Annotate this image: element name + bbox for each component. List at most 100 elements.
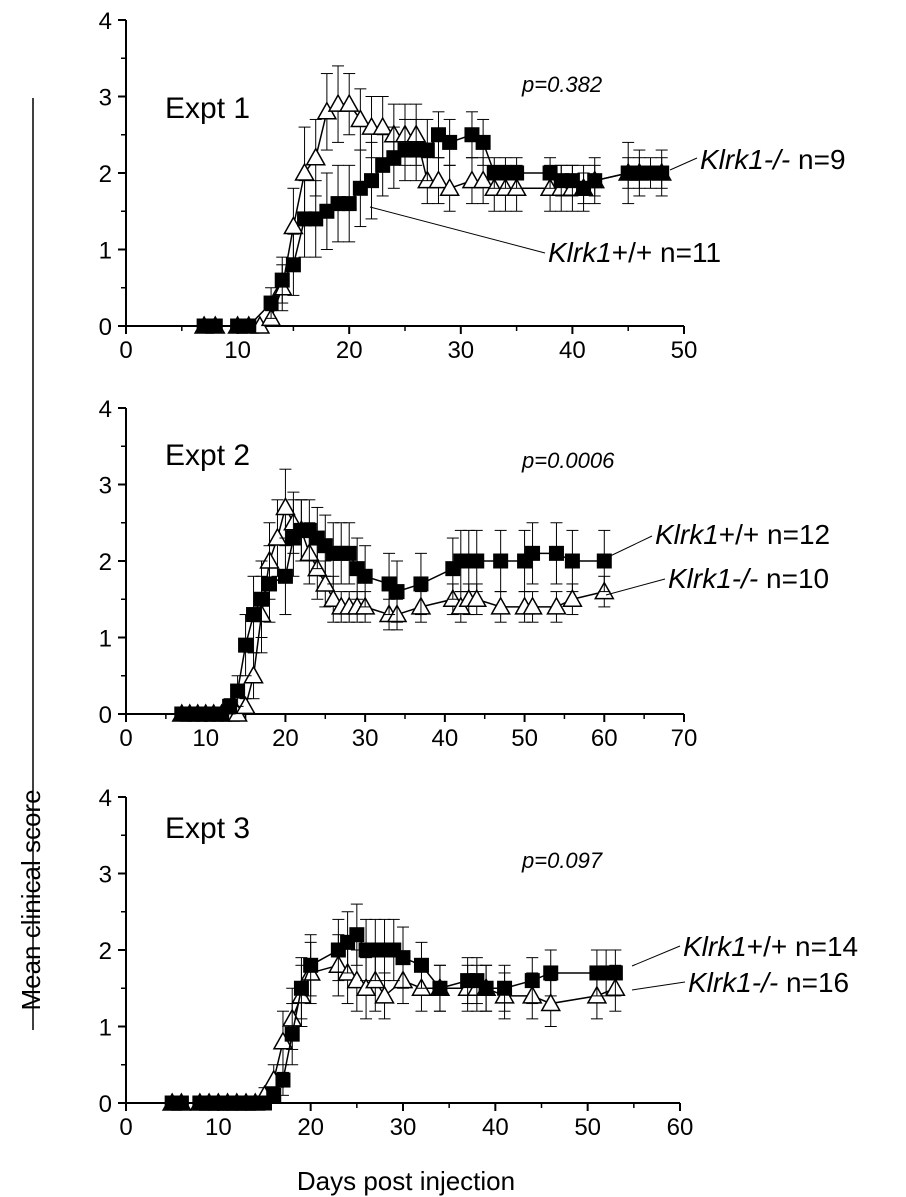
- data-point: [466, 588, 488, 607]
- data-point: [315, 573, 336, 592]
- x-tick-label: 40: [432, 725, 459, 752]
- data-point: [509, 165, 525, 181]
- data-point: [235, 695, 256, 715]
- y-tick-label: 1: [99, 1015, 112, 1042]
- panel-expt-1: 0 10 20 30 40 50 0 1 2 3 4 Expt 1 p=0.382 Klrk1+/+ n=…: [99, 8, 846, 364]
- data-point: [587, 173, 603, 189]
- data-point: [319, 203, 335, 219]
- x-tick-label: 30: [390, 1114, 417, 1141]
- data-point: [294, 162, 315, 181]
- data-point: [341, 196, 357, 212]
- data-point: [267, 527, 288, 546]
- data-point: [372, 116, 393, 135]
- legend-leader-line: [605, 578, 666, 596]
- p-value: p=0.097: [521, 848, 603, 873]
- panel-expt-3: 0 10 20 30 40 50 60 0 1 2 3 4 Expt 3 p=0.097 Klrk1+/+ …: [99, 785, 859, 1141]
- data-point: [261, 576, 277, 592]
- data-point: [493, 553, 509, 569]
- data-point: [284, 1026, 300, 1042]
- x-tick-label: 40: [482, 1114, 509, 1141]
- data-point: [540, 993, 562, 1012]
- x-tick-label: 30: [352, 725, 379, 752]
- data-point: [364, 173, 380, 189]
- x-tick-label: 60: [591, 725, 618, 752]
- x-tick-label: 20: [272, 725, 299, 752]
- data-point: [442, 134, 458, 150]
- data-point: [254, 591, 270, 607]
- legend-label-italic: Klrk1-/-: [700, 144, 790, 175]
- y-axis-title: Mean clinical score: [16, 789, 46, 1010]
- y-tick-label: 4: [99, 396, 112, 423]
- x-tick-label: 70: [671, 725, 698, 752]
- data-point: [374, 985, 395, 1004]
- x-tick-label: 60: [667, 1114, 694, 1141]
- legend-label: Klrk1+/+ n=14: [683, 931, 858, 962]
- legend-label-rest: +/+ n=12: [719, 519, 830, 550]
- series-line: [172, 964, 616, 1104]
- data-point: [564, 553, 580, 569]
- data-point: [428, 170, 449, 189]
- legend-leader-line: [631, 945, 681, 967]
- panel-expt-2: 0 10 20 30 40 50 60 70 0 1 2 3 4 Expt 2 p=0.0006 Klrk1+…: [99, 396, 831, 752]
- x-tick-label: 0: [119, 725, 132, 752]
- data-point: [346, 970, 368, 989]
- x-tick-label: 40: [559, 337, 586, 364]
- legend-leader-line: [669, 157, 698, 171]
- data-point: [352, 180, 368, 196]
- y-tick-label: 4: [99, 785, 112, 812]
- data-point: [419, 142, 435, 158]
- y-tick-label: 2: [99, 938, 112, 965]
- legend-label-rest: +/+ n=14: [747, 931, 858, 962]
- data-point: [275, 496, 296, 516]
- x-tick-label: 50: [671, 337, 698, 364]
- y-tick-label: 2: [99, 161, 112, 188]
- panel-title: Expt 2: [165, 439, 250, 472]
- p-value: p=0.0006: [521, 448, 615, 473]
- data-point: [357, 568, 373, 584]
- series-wildtype: [164, 903, 623, 1111]
- legend-label-rest: +/+ n=11: [612, 237, 721, 268]
- x-tick-label: 20: [297, 1114, 324, 1141]
- data-point: [266, 1087, 282, 1103]
- data-point: [386, 150, 402, 166]
- data-point: [275, 1072, 291, 1088]
- data-point: [478, 980, 494, 996]
- x-tick-label: 0: [119, 337, 132, 364]
- data-point: [576, 180, 592, 196]
- data-point: [238, 637, 254, 653]
- data-point: [349, 927, 365, 943]
- data-point: [263, 295, 279, 311]
- legend-label: Klrk1+/+ n=12: [655, 519, 830, 550]
- data-point: [497, 980, 513, 996]
- legend-label-italic: Klrk1: [655, 519, 719, 550]
- x-tick-label: 20: [336, 337, 363, 364]
- legend-label-italic: Klrk1: [683, 931, 747, 962]
- y-tick-label: 3: [99, 85, 112, 112]
- legend-label-rest: n=10: [758, 563, 829, 594]
- legend-label-italic: Klrk1: [548, 237, 612, 268]
- y-tick-label: 2: [99, 549, 112, 576]
- legend-label: Klrk1-/- n=9: [700, 144, 846, 175]
- data-point: [413, 576, 429, 592]
- data-point: [546, 596, 567, 615]
- data-point: [277, 568, 293, 584]
- data-point: [522, 596, 543, 615]
- data-point: [285, 257, 301, 273]
- data-point: [548, 545, 564, 561]
- legend-label: Klrk1-/- n=10: [668, 563, 829, 594]
- data-point: [338, 93, 360, 112]
- data-point: [562, 588, 583, 607]
- data-point: [293, 980, 309, 996]
- x-axis-title: Days post injection: [297, 1166, 515, 1196]
- data-point: [341, 545, 357, 561]
- legend-label-rest: n=16: [778, 967, 849, 998]
- data-point: [524, 973, 540, 989]
- y-tick-label: 3: [99, 473, 112, 500]
- series-wildtype: [196, 111, 670, 334]
- x-tick-label: 0: [119, 1114, 132, 1141]
- panel-title: Expt 1: [165, 92, 250, 125]
- x-tick-label: 10: [224, 337, 251, 364]
- data-point: [607, 965, 623, 981]
- data-point: [543, 965, 559, 981]
- data-point: [375, 157, 391, 173]
